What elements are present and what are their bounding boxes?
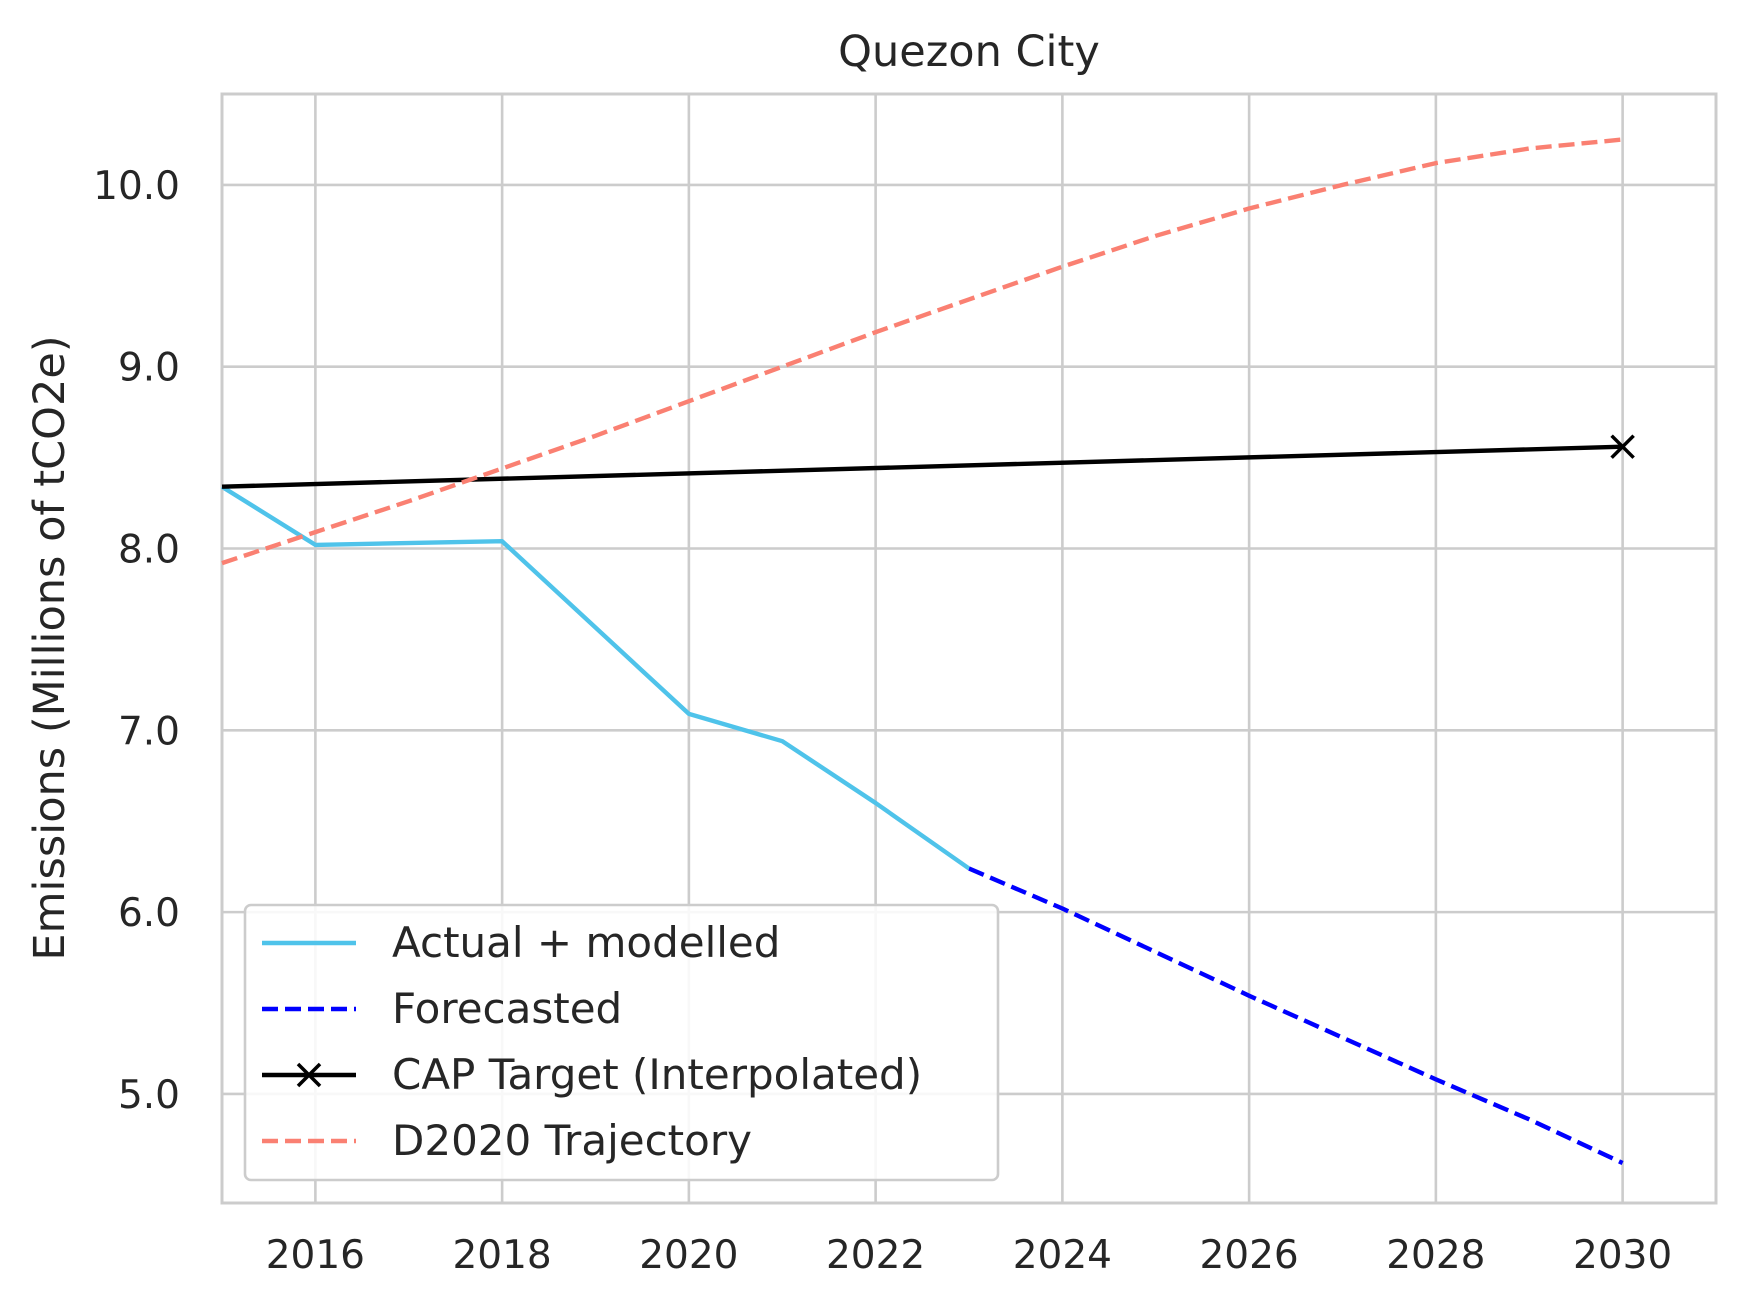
legend-item: D2020 Trajectory bbox=[262, 1116, 752, 1165]
x-tick-label: 2026 bbox=[1199, 1233, 1298, 1278]
legend-item: Forecasted bbox=[262, 984, 622, 1033]
x-axis-ticks: 2016 2018 2020 2022 2024 2026 2028 2030 bbox=[266, 1233, 1673, 1278]
x-tick-label: 2024 bbox=[1013, 1233, 1112, 1278]
x-tick-label: 2030 bbox=[1573, 1233, 1672, 1278]
y-axis-label: Emissions (Millions of tCO2e) bbox=[25, 335, 75, 960]
y-tick-label: 6.0 bbox=[118, 891, 180, 936]
legend: Actual + modelled Forecasted CAP Target (I… bbox=[243, 903, 1000, 1182]
plot-frame bbox=[220, 92, 1718, 1205]
legend-label: Actual + modelled bbox=[392, 918, 780, 967]
y-tick-label: 9.0 bbox=[118, 346, 180, 391]
x-tick-label: 2028 bbox=[1386, 1233, 1485, 1278]
legend-label: CAP Target (Interpolated) bbox=[392, 1050, 922, 1099]
series-line-forecasted bbox=[968, 866, 1624, 1165]
chart-title: Quezon City bbox=[838, 27, 1100, 77]
legend-box bbox=[243, 903, 1000, 1182]
grid bbox=[222, 94, 1716, 1203]
y-tick-label: 8.0 bbox=[118, 528, 180, 573]
x-tick-label: 2016 bbox=[266, 1233, 365, 1278]
series-line-cap-target-interpolated bbox=[221, 444, 1623, 489]
y-tick-label: 5.0 bbox=[118, 1073, 180, 1118]
marker-stroke bbox=[1610, 434, 1635, 459]
y-axis-ticks: 5.0 6.0 7.0 8.0 9.0 10.0 bbox=[93, 164, 180, 1118]
legend-label: Forecasted bbox=[392, 984, 622, 1033]
legend-label: D2020 Trajectory bbox=[392, 1116, 752, 1165]
series-group bbox=[220, 137, 1635, 1165]
series-marker-x bbox=[1610, 434, 1635, 459]
x-tick-label: 2018 bbox=[452, 1233, 551, 1278]
x-tick-label: 2020 bbox=[639, 1233, 738, 1278]
y-tick-label: 7.0 bbox=[118, 709, 180, 754]
x-tick-label: 2022 bbox=[826, 1233, 925, 1278]
legend-item: Actual + modelled bbox=[262, 918, 780, 967]
series-line-d2020-trajectory bbox=[221, 137, 1623, 566]
legend-item: CAP Target (Interpolated) bbox=[262, 1050, 922, 1099]
y-tick-label: 10.0 bbox=[93, 164, 180, 209]
series-line-actual-modelled bbox=[220, 484, 971, 871]
legend-marker-stroke bbox=[296, 1062, 322, 1088]
